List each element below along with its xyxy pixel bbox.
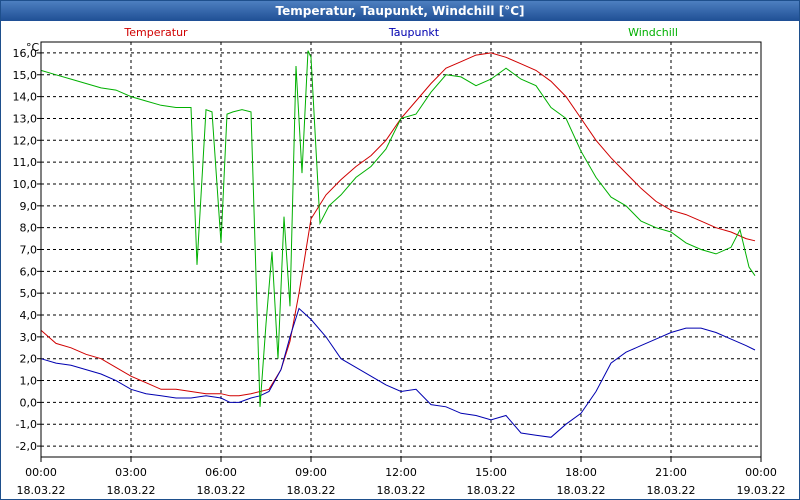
- x-tick-date: 18.03.22: [197, 484, 246, 497]
- x-tick-date: 18.03.22: [647, 484, 696, 497]
- series-lines: [40, 50, 756, 438]
- x-tick-time: 00:00: [745, 466, 777, 479]
- line-chart: 16,0 15,0 14,0 13,0 12,0 11,0 10,0 9,0 8,0 7,0 6,0…: [13, 26, 786, 497]
- x-tick-time: 15:00: [475, 466, 507, 479]
- series-line-temperatur: [40, 52, 756, 397]
- x-tick-date: 19.03.22: [737, 484, 786, 497]
- x-tick-time: 21:00: [655, 466, 687, 479]
- title-bar: Temperatur, Taupunkt, Windchill [°C]: [1, 1, 799, 21]
- y-tick-label: 16,0: [13, 47, 38, 60]
- y-tick-label: 0,0: [20, 396, 38, 409]
- y-tick-label: 12,0: [13, 134, 38, 147]
- plot-frame: [40, 41, 762, 458]
- x-tick-time: 03:00: [115, 466, 147, 479]
- x-tick-time: 12:00: [385, 466, 417, 479]
- y-axis-label: °C: [26, 41, 40, 54]
- x-tick-time: 00:00: [25, 466, 57, 479]
- y-tick-label: 5,0: [20, 287, 38, 300]
- y-tick-label: -1,0: [16, 418, 37, 431]
- x-tick-time: 06:00: [205, 466, 237, 479]
- x-axis-ticks: 00:00 18.03.22 03:00 18.03.22 06:00 18.03.22 0…: [17, 457, 786, 497]
- y-tick-label: 9,0: [20, 200, 38, 213]
- y-tick-label: 4,0: [20, 309, 38, 322]
- y-tick-label: 11,0: [13, 156, 38, 169]
- y-tick-label: 8,0: [20, 222, 38, 235]
- legend-windchill: Windchill: [628, 26, 678, 39]
- x-tick-date: 18.03.22: [377, 484, 426, 497]
- x-tick-time: 09:00: [295, 466, 327, 479]
- y-tick-label: 2,0: [20, 353, 38, 366]
- grid: [41, 42, 761, 457]
- y-tick-label: 15,0: [13, 69, 38, 82]
- y-tick-label: 10,0: [13, 178, 38, 191]
- x-tick-time: 18:00: [565, 466, 597, 479]
- y-tick-label: 1,0: [20, 375, 38, 388]
- y-tick-label: 7,0: [20, 244, 38, 257]
- series-line-taupunkt: [40, 307, 756, 438]
- series-line-windchill: [40, 50, 756, 407]
- window-title: Temperatur, Taupunkt, Windchill [°C]: [275, 4, 525, 18]
- y-tick-label: -2,0: [16, 440, 37, 453]
- x-tick-date: 18.03.22: [557, 484, 606, 497]
- x-tick-date: 18.03.22: [467, 484, 516, 497]
- x-tick-date: 18.03.22: [287, 484, 336, 497]
- y-axis-ticks: 16,0 15,0 14,0 13,0 12,0 11,0 10,0 9,0 8,0 7,0 6,0…: [13, 47, 41, 453]
- y-tick-label: 3,0: [20, 331, 38, 344]
- legend-taupunkt: Taupunkt: [388, 26, 440, 39]
- y-tick-label: 14,0: [13, 91, 38, 104]
- x-tick-date: 18.03.22: [107, 484, 156, 497]
- legend-temperatur: Temperatur: [123, 26, 188, 39]
- legend: Temperatur Taupunkt Windchill: [123, 26, 678, 39]
- y-tick-label: 6,0: [20, 265, 38, 278]
- x-tick-date: 18.03.22: [17, 484, 66, 497]
- y-tick-label: 13,0: [13, 112, 38, 125]
